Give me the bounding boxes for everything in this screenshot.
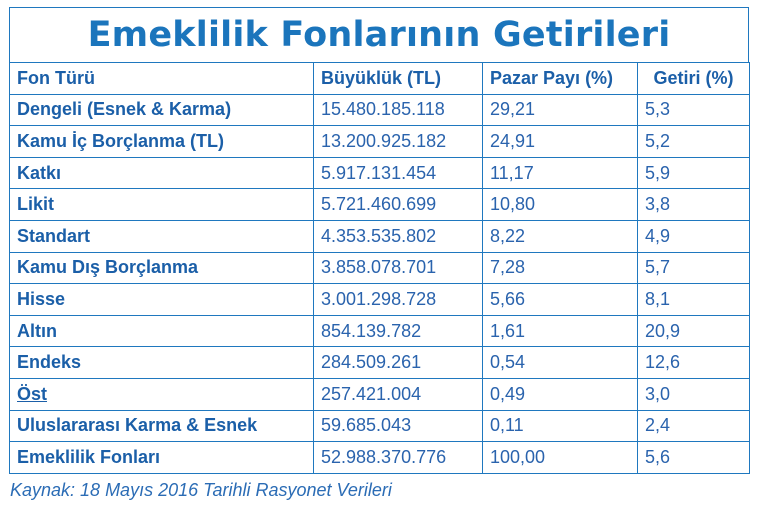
table-row: Likit 5.721.460.699 10,80 3,8 xyxy=(9,188,750,221)
fund-name: Kamu İç Borçlanma (TL) xyxy=(9,125,314,158)
return-rate: 3,8 xyxy=(637,188,750,221)
table-row: Hisse 3.001.298.728 5,66 8,1 xyxy=(9,283,750,316)
header-return: Getiri (%) xyxy=(637,62,750,95)
fund-size: 3.858.078.701 xyxy=(313,251,483,285)
market-share: 5,66 xyxy=(482,283,638,316)
fund-name: Öst xyxy=(9,377,314,411)
market-share: 0,49 xyxy=(482,377,638,411)
fund-size: 284.509.261 xyxy=(313,346,483,379)
return-rate: 5,9 xyxy=(637,156,750,190)
return-rate: 4,9 xyxy=(637,219,750,253)
fund-size: 3.001.298.728 xyxy=(313,283,483,316)
fund-name: Uluslararası Karma & Esnek xyxy=(9,409,314,443)
fund-size: 15.480.185.118 xyxy=(313,93,483,127)
market-share: 0,11 xyxy=(482,409,638,443)
header-fund-type: Fon Türü xyxy=(9,62,314,95)
table-header-row: Fon Türü Büyüklük (TL) Pazar Payı (%) Ge… xyxy=(9,62,750,95)
table-row: Endeks 284.509.261 0,54 12,6 xyxy=(9,346,750,379)
market-share: 29,21 xyxy=(482,93,638,127)
page-title: Emeklilik Fonlarının Getirileri xyxy=(87,15,671,55)
market-share: 11,17 xyxy=(482,156,638,190)
fund-name: Kamu Dış Borçlanma xyxy=(9,251,314,285)
source-note: Kaynak: 18 Mayıs 2016 Tarihli Rasyonet V… xyxy=(10,479,392,500)
fund-name: Standart xyxy=(9,219,314,253)
market-share: 7,28 xyxy=(482,251,638,285)
title-box: Emeklilik Fonlarının Getirileri xyxy=(9,7,749,63)
header-market-share: Pazar Payı (%) xyxy=(482,62,638,95)
market-share: 10,80 xyxy=(482,188,638,221)
fund-size: 257.421.004 xyxy=(313,377,483,411)
market-share: 24,91 xyxy=(482,125,638,158)
table-row: Katkı 5.917.131.454 11,17 5,9 xyxy=(9,156,750,190)
fund-size: 5.721.460.699 xyxy=(313,188,483,221)
return-rate: 5,7 xyxy=(637,251,750,285)
table-row: Standart 4.353.535.802 8,22 4,9 xyxy=(9,219,750,253)
return-rate: 5,2 xyxy=(637,125,750,158)
return-rate: 5,6 xyxy=(637,441,750,474)
market-share: 100,00 xyxy=(482,441,638,474)
return-rate: 20,9 xyxy=(637,314,750,348)
header-size: Büyüklük (TL) xyxy=(313,62,483,95)
market-share: 8,22 xyxy=(482,219,638,253)
table-row: Uluslararası Karma & Esnek 59.685.043 0,… xyxy=(9,409,750,443)
fund-size: 59.685.043 xyxy=(313,409,483,443)
fund-name: Hisse xyxy=(9,283,314,316)
return-rate: 12,6 xyxy=(637,346,750,379)
return-rate: 8,1 xyxy=(637,283,750,316)
fund-name: Altın xyxy=(9,314,314,348)
return-rate: 3,0 xyxy=(637,377,750,411)
table-row: Altın 854.139.782 1,61 20,9 xyxy=(9,314,750,348)
table-row: Öst 257.421.004 0,49 3,0 xyxy=(9,377,750,411)
fund-size: 52.988.370.776 xyxy=(313,441,483,474)
fund-size: 854.139.782 xyxy=(313,314,483,348)
fund-table: Fon Türü Büyüklük (TL) Pazar Payı (%) Ge… xyxy=(9,62,750,474)
fund-returns-document: Emeklilik Fonlarının Getirileri Fon Türü… xyxy=(9,7,750,501)
table-row: Dengeli (Esnek & Karma) 15.480.185.118 2… xyxy=(9,93,750,127)
fund-name: Endeks xyxy=(9,346,314,379)
return-rate: 2,4 xyxy=(637,409,750,443)
fund-size: 5.917.131.454 xyxy=(313,156,483,190)
fund-size: 4.353.535.802 xyxy=(313,219,483,253)
fund-size: 13.200.925.182 xyxy=(313,125,483,158)
fund-name: Emeklilik Fonları xyxy=(9,441,314,474)
return-rate: 5,3 xyxy=(637,93,750,127)
market-share: 1,61 xyxy=(482,314,638,348)
fund-name: Likit xyxy=(9,188,314,221)
table-row: Kamu Dış Borçlanma 3.858.078.701 7,28 5,… xyxy=(9,251,750,285)
table-row: Kamu İç Borçlanma (TL) 13.200.925.182 24… xyxy=(9,125,750,158)
market-share: 0,54 xyxy=(482,346,638,379)
fund-name: Dengeli (Esnek & Karma) xyxy=(9,93,314,127)
table-total-row: Emeklilik Fonları 52.988.370.776 100,00 … xyxy=(9,441,750,474)
fund-name: Katkı xyxy=(9,156,314,190)
